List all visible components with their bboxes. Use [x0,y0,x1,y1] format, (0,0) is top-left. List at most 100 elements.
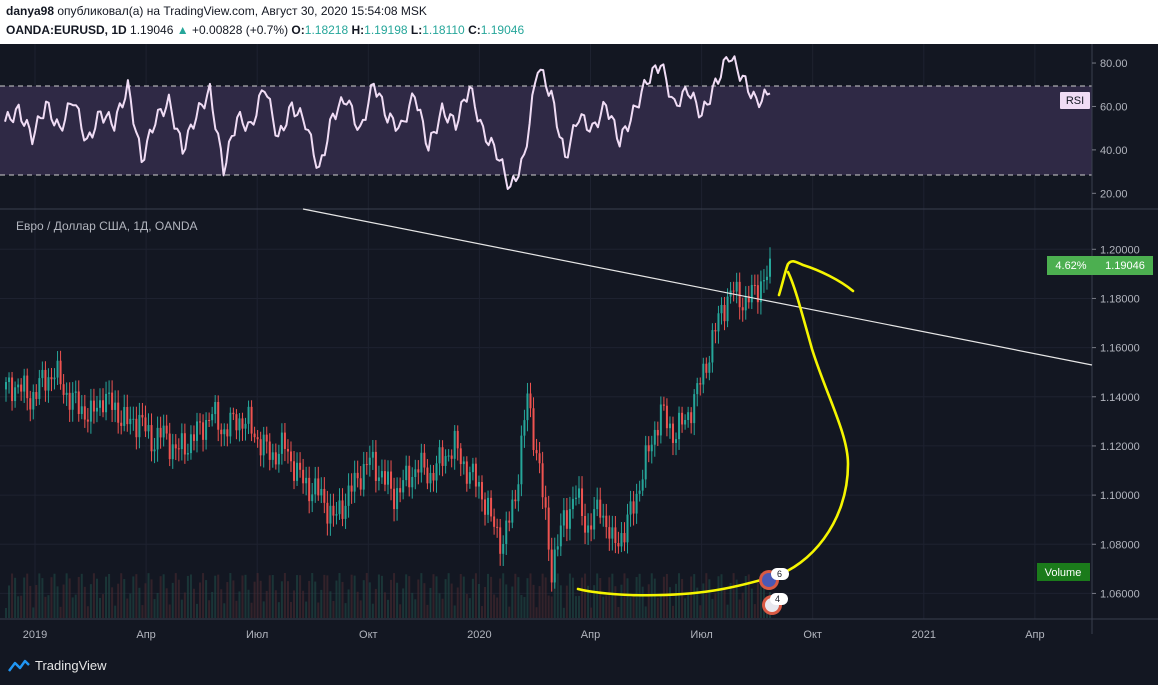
volume-bar [89,584,92,618]
candle-body [632,501,635,514]
volume-bar [499,578,502,618]
candle-body [426,467,429,484]
volume-bar [205,580,208,618]
candle-body [41,369,44,379]
trendline[interactable] [302,208,1093,366]
candle-body [135,418,138,438]
volume-bar [484,586,487,618]
candle-body [617,543,620,547]
event-badge-4[interactable]: 4 [762,593,788,615]
candle-body [196,421,198,441]
volume-bar [629,597,632,618]
candle-body [693,394,696,424]
candle-body [117,402,120,423]
time-tick-label: Окт [359,629,378,641]
volume-bar [690,576,693,618]
volume-bar [584,573,587,618]
candle-body [238,418,241,431]
volume-bar [283,573,286,618]
volume-bar [114,605,117,618]
up-arrow-icon: ▲ [176,23,189,37]
event-badge-4-bubble [770,593,788,605]
candle-body [614,527,617,544]
low-value: 1.18110 [422,23,465,37]
candle-body [429,472,432,484]
volume-bar [656,597,659,618]
candle-body [271,452,274,460]
volume-bar [541,573,544,618]
volume-bar [747,574,750,618]
volume-bar [390,579,393,618]
volume-bar [456,587,459,618]
candle-body [26,375,29,399]
volume-bar [217,574,220,618]
candle-body [723,304,726,322]
candle-body [211,414,214,421]
volume-bar [211,591,214,618]
candle-body [68,392,71,410]
volume-bar [520,595,523,618]
author-name[interactable]: danya98 [6,4,55,18]
tradingview-logo[interactable]: TradingView [8,658,107,673]
candle-body [402,480,405,493]
candle-body [471,463,474,473]
volume-bar [675,583,678,618]
volume-bar [611,573,614,618]
volume-bar [153,599,156,618]
volume-bar [462,576,465,618]
candle-body [247,406,250,424]
candle-body [189,434,192,454]
candle-body [438,447,441,464]
volume-bar [262,601,265,618]
candle-body [192,434,195,441]
candle-body [17,384,20,388]
candle-body [593,509,596,530]
volume-bar [702,583,705,618]
candle-body [599,499,602,518]
rsi-badge-bg [1060,92,1090,109]
volume-bar [429,587,432,618]
volume-bar [553,577,556,618]
volume-bar [441,598,444,618]
candle-body [759,281,762,303]
candle-body [205,420,208,440]
volume-bar [477,583,480,618]
price-axis: 1.20000 1.18000 1.16000 1.14000 1.12000 1.100… [1092,244,1140,600]
volume-bar [53,573,56,618]
volume-bar [605,595,608,618]
candle-body [629,501,632,515]
drawing-curve[interactable] [576,270,850,597]
volume-bar [608,577,611,618]
candle-body [702,363,705,385]
volume-bar [529,573,532,618]
candle-body [432,472,435,481]
candle-body [280,432,283,454]
volume-bar [614,586,617,618]
volume-bar [156,593,159,618]
candle-body [653,429,656,445]
volume-bar [490,576,493,618]
volume-bar [632,594,635,618]
volume-bar [581,577,584,618]
volume-bar [41,578,44,618]
volume-bar [711,598,714,618]
volume-badge: Volume [1037,563,1090,581]
candle-body [747,295,750,303]
volume-bar [626,578,629,618]
event-badge-6[interactable]: 6 [759,568,789,590]
candle-body [681,412,684,425]
chart-canvas[interactable]: 80.00 60.00 40.00 20.00 RSI Евро / Доллар С… [0,44,1158,650]
candle-body [53,377,56,380]
time-tick-label: Апр [581,629,600,641]
candle-body [347,485,350,506]
volume-bar [729,583,732,618]
volume-bar [411,592,414,618]
volume-bar [335,580,338,618]
volume-bar [562,607,565,618]
volume-bar [402,588,405,618]
candle-body [623,533,626,543]
drawing-arrow-top[interactable] [777,260,855,297]
candles [5,247,771,592]
candle-body [665,405,668,429]
volume-bar [359,600,362,618]
